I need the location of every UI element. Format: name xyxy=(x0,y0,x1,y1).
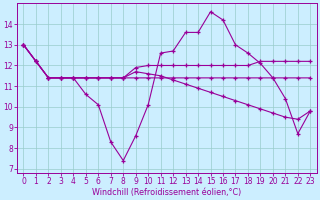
X-axis label: Windchill (Refroidissement éolien,°C): Windchill (Refroidissement éolien,°C) xyxy=(92,188,242,197)
